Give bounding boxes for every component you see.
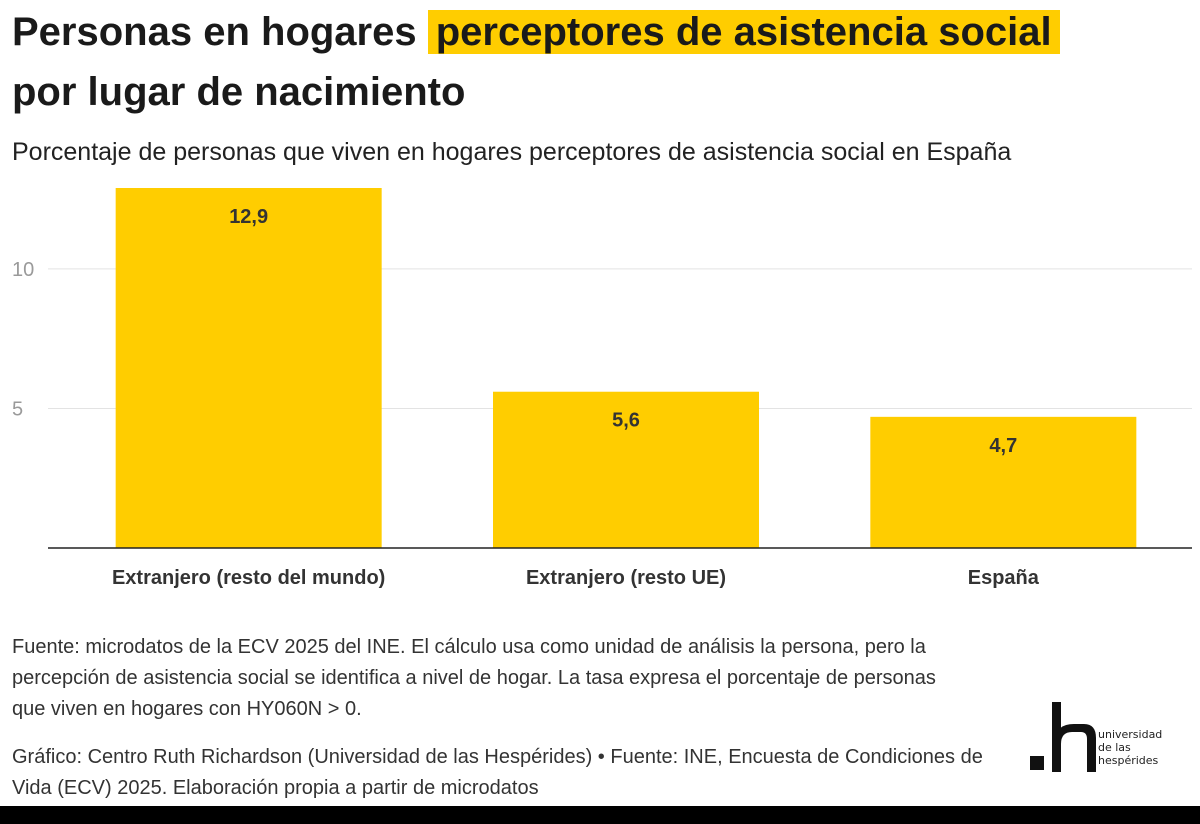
chart-credit: Gráfico: Centro Ruth Richardson (Univers… (12, 746, 983, 799)
y-tick-label: 5 (12, 398, 23, 420)
x-category-label: España (968, 567, 1040, 589)
chart-title: Personas en hogares perceptores de asist… (12, 2, 1192, 122)
logo-dot-icon (1030, 756, 1044, 770)
bar-value-label: 5,6 (612, 410, 640, 432)
logo-h-icon (1052, 702, 1096, 772)
bar-value-label: 12,9 (229, 206, 268, 228)
chart-subtitle: Porcentaje de personas que viven en hoga… (12, 138, 1012, 166)
y-tick-label: 10 (12, 259, 34, 281)
source-note: Fuente: microdatos de la ECV 2025 del IN… (12, 636, 936, 720)
title-highlight: perceptores de asistencia social (427, 10, 1060, 54)
bar (115, 188, 382, 548)
university-logo: universidad de las hespérides (1026, 700, 1186, 780)
x-category-label: Extranjero (resto del mundo) (112, 567, 385, 589)
bar-value-label: 4,7 (989, 435, 1017, 457)
title-part-2: por lugar de nacimiento (12, 70, 466, 114)
bar (493, 391, 759, 548)
bar (870, 416, 1137, 548)
bar-chart: 5 10 12,9 Extranjero (resto del mundo) 5,6 Ex… (12, 188, 1192, 589)
x-category-label: Extranjero (resto UE) (526, 567, 726, 589)
logo-text: universidad de las hespérides (1098, 728, 1162, 767)
logo-line-3: hespérides (1098, 754, 1159, 767)
logo-line-1: universidad (1098, 728, 1163, 741)
logo-line-2: de las (1098, 741, 1131, 754)
bottom-bar (0, 806, 1200, 824)
title-part-1: Personas en hogares (12, 10, 417, 54)
